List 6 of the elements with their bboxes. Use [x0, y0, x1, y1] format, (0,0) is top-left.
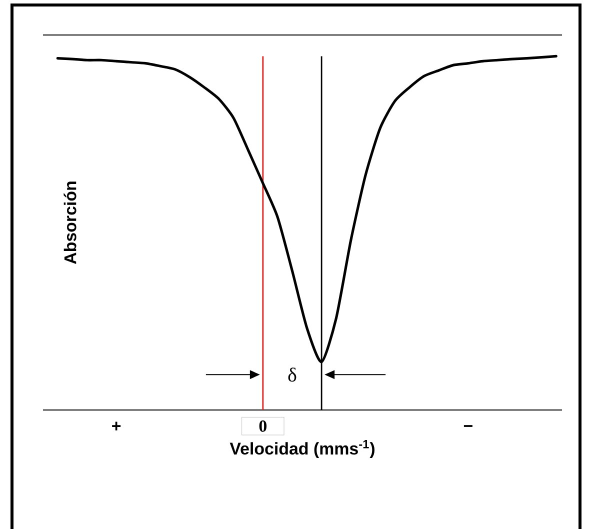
x-tick-label: +	[112, 422, 121, 430]
annotation: δ	[288, 368, 296, 382]
x-axis-title: Velocidad (mms$^{-1}$)	[230, 440, 374, 458]
x-tick-label: 0	[259, 420, 267, 432]
x-tick-label: −	[464, 425, 472, 427]
y-axis-title: Absorción	[64, 182, 76, 264]
